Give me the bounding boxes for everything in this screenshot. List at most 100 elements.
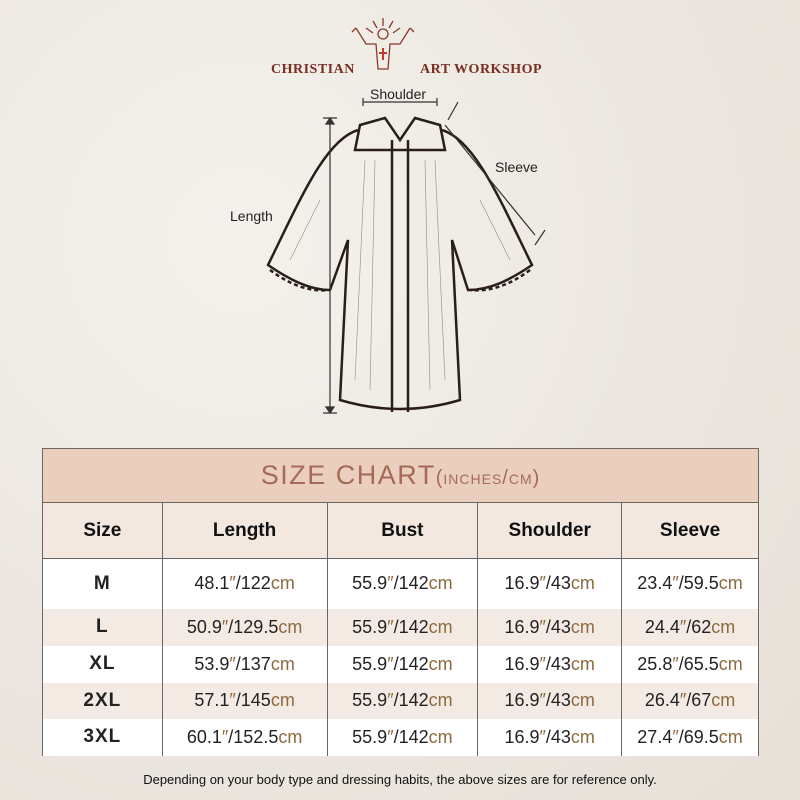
column-header: Length xyxy=(161,502,328,559)
inches-value: 16.9 xyxy=(504,726,540,747)
inches-value: 55.9 xyxy=(352,726,388,747)
cm-value: 65.5 xyxy=(683,653,719,674)
cm-value: 142 xyxy=(398,573,429,594)
table-row: M 48.1″/122cm 55.9″/142cm 16.9″/43cm 23.4″/5… xyxy=(42,558,759,609)
inches-value: 53.9 xyxy=(194,653,230,674)
measurement-cell: 16.9″/43cm xyxy=(477,682,623,719)
cm-unit: cm xyxy=(270,573,295,594)
inch-mark: ″ xyxy=(539,573,546,594)
measurement-cell: 53.9″/137cm xyxy=(161,645,328,683)
inches-value: 27.4 xyxy=(637,726,673,747)
inch-mark: ″ xyxy=(229,690,236,710)
cm-unit: cm xyxy=(428,573,453,594)
measurement-cell: 16.9″/43cm xyxy=(477,645,623,683)
cm-value: 43 xyxy=(550,653,571,674)
cm-value: 145 xyxy=(240,690,271,710)
inch-mark: ″ xyxy=(539,616,546,637)
cm-value: 43 xyxy=(550,573,571,594)
inch-mark: ″ xyxy=(229,573,236,594)
footer-note: Depending on your body type and dressing… xyxy=(143,772,657,787)
measurement-cell: 24.4″/62cm xyxy=(621,608,759,646)
cm-value: 142 xyxy=(398,726,429,747)
column-header: Shoulder xyxy=(477,502,623,559)
cm-unit: cm xyxy=(570,573,595,594)
size-cell: L xyxy=(42,608,163,646)
inches-value: 25.8 xyxy=(637,653,673,674)
column-header: Sleeve xyxy=(621,502,759,559)
cm-value: 137 xyxy=(240,653,271,674)
cm-unit: cm xyxy=(278,726,303,747)
measurement-cell: 55.9″/142cm xyxy=(326,682,479,719)
cm-value: 59.5 xyxy=(683,573,719,594)
cm-value: 43 xyxy=(550,726,571,747)
inch-mark: ″ xyxy=(539,726,546,747)
inch-mark: ″ xyxy=(539,690,546,710)
inches-value: 55.9 xyxy=(352,573,388,594)
inches-value: 57.1 xyxy=(194,690,230,710)
size-chart-title: SIZE CHART(inches/cm) xyxy=(42,448,759,503)
table-row: XL 53.9″/137cm 55.9″/142cm 16.9″/43cm 25.8″/… xyxy=(42,645,759,683)
cm-unit: cm xyxy=(718,653,743,674)
inch-mark: ″ xyxy=(387,690,394,710)
cm-unit: cm xyxy=(718,573,743,594)
measurement-cell: 48.1″/122cm xyxy=(161,558,328,609)
inch-mark: ″ xyxy=(229,653,236,674)
size-cell: M xyxy=(42,558,163,609)
cm-unit: cm xyxy=(570,690,595,710)
title-units: (inches/cm) xyxy=(435,467,541,489)
cm-unit: cm xyxy=(428,616,453,637)
inches-value: 16.9 xyxy=(504,616,540,637)
inch-mark: ″ xyxy=(539,653,546,674)
inch-mark: ″ xyxy=(221,616,229,637)
cm-unit: cm xyxy=(718,726,743,747)
cm-unit: cm xyxy=(711,690,736,710)
cm-value: 129.5 xyxy=(233,616,279,637)
inches-value: 16.9 xyxy=(504,690,540,710)
cm-value: 142 xyxy=(398,653,429,674)
column-header: Size xyxy=(42,502,163,559)
cm-value: 62 xyxy=(691,616,712,637)
inch-mark: ″ xyxy=(387,726,394,747)
inch-mark: ″ xyxy=(387,653,394,674)
cm-value: 122 xyxy=(240,573,271,594)
brand-left: CHRISTIAN xyxy=(271,62,355,77)
inches-value: 60.1 xyxy=(186,726,222,747)
shoulder-label: Shoulder xyxy=(370,86,427,102)
brand-right: ART WORKSHOP xyxy=(420,62,543,77)
cm-value: 69.5 xyxy=(683,726,719,747)
measurement-cell: 27.4″/69.5cm xyxy=(621,718,759,756)
measurement-cell: 55.9″/142cm xyxy=(326,558,479,609)
inches-value: 50.9 xyxy=(186,616,222,637)
measurement-cell: 16.9″/43cm xyxy=(477,608,623,646)
inch-mark: ″ xyxy=(387,573,394,594)
inch-mark: ″ xyxy=(672,653,679,674)
length-label: Length xyxy=(230,208,273,224)
sleeve-label: Sleeve xyxy=(495,159,538,175)
jesus-logo-icon xyxy=(351,18,415,70)
cm-unit: cm xyxy=(570,616,595,637)
cm-value: 67 xyxy=(691,690,712,710)
measurement-cell: 26.4″/67cm xyxy=(621,682,759,719)
cm-unit: cm xyxy=(428,690,453,710)
size-cell: 3XL xyxy=(42,718,163,756)
cm-value: 43 xyxy=(550,616,571,637)
cm-value: 142 xyxy=(398,690,429,710)
inch-mark: ″ xyxy=(679,616,687,637)
inches-value: 55.9 xyxy=(352,616,388,637)
inches-value: 23.4 xyxy=(637,573,673,594)
cm-unit: cm xyxy=(270,690,295,710)
table-row: 3XL 60.1″/152.5cm 55.9″/142cm 16.9″/43cm 27.… xyxy=(42,718,759,756)
cm-unit: cm xyxy=(570,653,595,674)
inch-mark: ″ xyxy=(672,726,679,747)
cm-unit: cm xyxy=(278,616,303,637)
measurement-cell: 50.9″/129.5cm xyxy=(161,608,328,646)
cm-value: 43 xyxy=(550,690,571,710)
inches-value: 24.4 xyxy=(644,616,680,637)
measurement-cell: 57.1″/145cm xyxy=(161,682,328,719)
table-row: L 50.9″/129.5cm 55.9″/142cm 16.9″/43cm 24.4″… xyxy=(42,608,759,646)
title-text: SIZE CHART xyxy=(260,460,436,490)
inches-value: 55.9 xyxy=(352,653,388,674)
size-cell: 2XL xyxy=(42,682,163,719)
cm-unit: cm xyxy=(570,726,595,747)
cm-unit: cm xyxy=(270,653,295,674)
